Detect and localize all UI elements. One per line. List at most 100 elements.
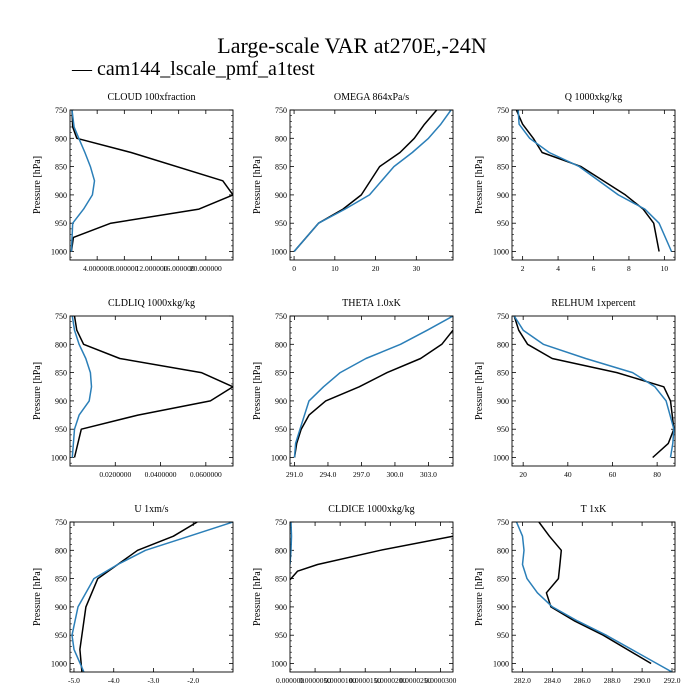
panel-9-frame [511,521,676,673]
panel-7-xtick-label: -5.0 [68,676,80,685]
panel-6-ytick-label: 1000 [493,454,509,463]
panel-6-ylabel: Pressure [hPa] [474,362,485,420]
panel-1-ylabel: Pressure [hPa] [32,156,43,214]
panel-9-xtick-label: 284.0 [544,676,561,685]
panel-4-series-case-line [71,316,93,458]
panel-7-xtick-label: -4.0 [108,676,120,685]
panel-5-xtick-label: 291.0 [286,470,303,479]
panel-3-title: Q 1000xkg/kg [565,92,623,103]
panel-9-ytick-label: 750 [497,518,509,527]
panel-3-xtick-label: 6 [592,264,596,273]
panel-5-series-control-line [293,329,453,458]
panel-4-xtick-label: 0.0200000 [99,470,131,479]
panel-4-ytick-label: 850 [55,369,67,378]
panel-2-xtick-label: 10 [331,264,339,273]
panel-8-xtick-label: 0.0000250 [399,676,431,685]
panel-2-series-group [293,110,452,252]
panel-9-ytick-label: 950 [497,631,509,640]
panel-3-ytick-label: 850 [497,163,509,172]
panel-3-series-group [515,110,673,252]
panel-3-ytick-label: 900 [497,191,509,200]
panel-8-ytick-label: 800 [275,546,287,555]
panel-2-ytick-label: 750 [275,106,287,115]
panel-8-frame [289,521,454,673]
panel-8-title: CLDICE 1000xkg/kg [328,504,414,515]
panel-6-ytick-label: 750 [497,312,509,321]
panel-1-ytick-label: 950 [55,219,67,228]
panel-9-ytick-label: 900 [497,603,509,612]
panel-8-xtick-label: 0.0000200 [374,676,406,685]
panel-8-series-group [290,522,453,581]
panel-3-ylabel: Pressure [hPa] [474,156,485,214]
panel-8-xtick-label: 0.0000050 [299,676,331,685]
panel-9-series-group [515,522,673,672]
panel-5-xtick-label: 294.0 [320,470,337,479]
panel-6-ytick-label: 950 [497,425,509,434]
panel-7: U 1xm/s Pressure [hPa] 750 800 850 900 950 1000… [32,504,234,685]
panel-4-ytick-label: 950 [55,425,67,434]
panel-1-ytick-label: 850 [55,163,67,172]
panel-3-series-case-line [517,110,673,252]
panel-4-ytick-label: 1000 [51,454,67,463]
panel-7-ylabel: Pressure [hPa] [32,568,43,626]
panel-7-ytick-label: 950 [55,631,67,640]
panel-6-ytick-label: 800 [497,340,509,349]
panel-1-series-group [70,110,233,252]
panel-7-ytick-label: 1000 [51,660,67,669]
panel-2-title: OMEGA 864xPa/s [334,92,409,103]
panel-3-xtick-label: 8 [627,264,631,273]
panel-8-ytick-label: 750 [275,518,287,527]
panel-5-series-group [293,316,453,458]
panel-7-xtick-label: -2.0 [187,676,199,685]
panel-9-title: T 1xK [581,504,607,515]
panel-6-frame [511,315,676,467]
panel-7-xtick-label: -3.0 [148,676,160,685]
panel-1-ytick-label: 900 [55,191,67,200]
panel-4-xtick-label: 0.0600000 [190,470,222,479]
panel-1-xtick-label: 16.000000 [163,264,195,273]
panel-3-xtick-label: 2 [521,264,525,273]
panel-2-frame [289,109,454,261]
panel-9-xtick-label: 290.0 [634,676,651,685]
panel-6-ytick-label: 900 [497,397,509,406]
panel-4: CLDLIQ 1000xkg/kg Pressure [hPa] 750 800 850… [32,298,234,479]
panel-2-series-case-line [293,110,452,252]
panel-2-xtick-label: 20 [372,264,380,273]
panel-8-series-control-line [290,535,453,581]
panel-2-series-control-line [293,110,438,252]
panel-8-ylabel: Pressure [hPa] [252,568,263,626]
panel-4-ytick-label: 800 [55,340,67,349]
panel-9-xtick-label: 286.0 [574,676,591,685]
panel-9-series-control-line [538,522,652,665]
panel-1-series-control-line [70,110,233,252]
panel-2-ytick-label: 850 [275,163,287,172]
panel-5-series-case-line [293,316,453,458]
panel-1-xtick-label: 12.000000 [136,264,168,273]
panel-2-ytick-label: 900 [275,191,287,200]
panel-3-ytick-label: 800 [497,134,509,143]
panel-9-ytick-label: 800 [497,546,509,555]
panel-5-ytick-label: 950 [275,425,287,434]
panel-8-ytick-label: 950 [275,631,287,640]
panel-4-xtick-label: 0.0400000 [145,470,177,479]
panel-5-title: THETA 1.0xK [342,298,401,309]
panel-7-ytick-label: 750 [55,518,67,527]
panel-1-ytick-label: 1000 [51,248,67,257]
panel-5-xtick-label: 303.0 [420,470,437,479]
panel-9: T 1xK Pressure [hPa] 750 800 850 900 950 1000 28… [474,504,681,685]
panel-7-ytick-label: 900 [55,603,67,612]
panel-5-xtick-label: 297.0 [353,470,370,479]
panel-2-xtick-label: 30 [413,264,421,273]
panel-9-ytick-label: 1000 [493,660,509,669]
panel-2-ytick-label: 800 [275,134,287,143]
panel-2-ytick-label: 1000 [271,248,287,257]
panel-1-title: CLOUD 100xfraction [107,92,195,103]
panel-3: Q 1000xkg/kg Pressure [hPa] 750 800 850 900 95… [474,92,676,273]
panel-5-ytick-label: 900 [275,397,287,406]
panel-8-ytick-label: 1000 [271,660,287,669]
panel-6-ytick-label: 850 [497,369,509,378]
panel-3-frame [511,109,676,261]
panel-6-xtick-label: 40 [564,470,572,479]
panel-4-title: CLDLIQ 1000xkg/kg [108,298,195,309]
